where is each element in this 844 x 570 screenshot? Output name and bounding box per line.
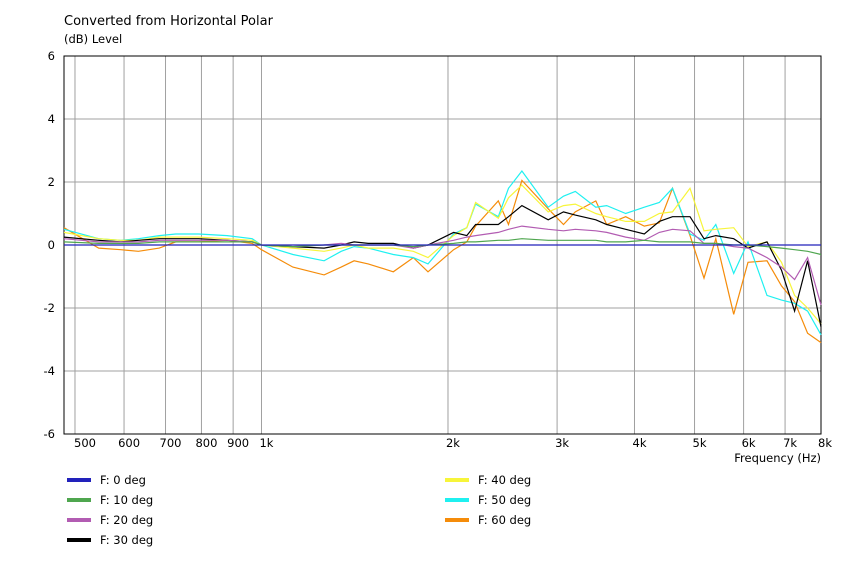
legend-swatch-6 (445, 518, 469, 522)
y-tick-label-6: -6 (44, 427, 55, 441)
x-tick-label-3: 800 (195, 436, 217, 450)
legend-label-1: F: 10 deg (100, 493, 153, 507)
x-tick-label-11: 7k (783, 436, 797, 450)
y-tick-labels: 6 4 2 0 -2 -4 -6 (44, 49, 55, 441)
legend-swatch-0 (67, 478, 91, 482)
x-tick-label-5: 1k (259, 436, 273, 450)
x-tick-label-0: 500 (74, 436, 96, 450)
series-lines (63, 170, 822, 344)
legend-swatch-3 (67, 538, 91, 542)
x-tick-label-6: 2k (446, 436, 460, 450)
chart-title: Converted from Horizontal Polar (64, 14, 274, 29)
x-tick-label-8: 4k (633, 436, 647, 450)
y-tick-label-5: -4 (44, 364, 55, 378)
series-line-5 (63, 170, 822, 336)
x-tick-label-7: 3k (555, 436, 569, 450)
legend-label-2: F: 20 deg (100, 513, 153, 527)
series-line-6 (63, 179, 822, 344)
y-tick-label-1: 4 (48, 112, 55, 126)
legend-label-3: F: 30 deg (100, 533, 153, 547)
y-tick-label-4: -2 (44, 301, 55, 315)
x-tick-label-1: 600 (118, 436, 140, 450)
y-tick-label-2: 2 (48, 175, 55, 189)
x-tick-labels: 500 600 700 800 900 1k 2k 3k 4k 5k 6k 7k 8k (74, 436, 832, 450)
legend-swatch-4 (445, 478, 469, 482)
legend-label-4: F: 40 deg (478, 473, 531, 487)
y-tick-label-3: 0 (48, 238, 55, 252)
series-line-4 (63, 184, 822, 325)
legend-swatch-1 (67, 498, 91, 502)
x-tick-label-4: 900 (227, 436, 249, 450)
legend: F: 0 deg F: 10 deg F: 20 deg F: 30 deg F: 40… (67, 473, 531, 547)
x-tick-label-10: 6k (742, 436, 756, 450)
legend-label-5: F: 50 deg (478, 493, 531, 507)
legend-swatch-5 (445, 498, 469, 502)
legend-label-6: F: 60 deg (478, 513, 531, 527)
x-tick-label-9: 5k (693, 436, 707, 450)
x-tick-label-2: 700 (160, 436, 182, 450)
legend-swatch-2 (67, 518, 91, 522)
y-axis-label: (dB) Level (64, 32, 122, 46)
y-tick-label-0: 6 (48, 49, 55, 63)
x-axis-label: Frequency (Hz) (734, 451, 821, 465)
series-line-1 (63, 238, 822, 256)
legend-label-0: F: 0 deg (100, 473, 146, 487)
x-tick-label-12: 8k (818, 436, 832, 450)
